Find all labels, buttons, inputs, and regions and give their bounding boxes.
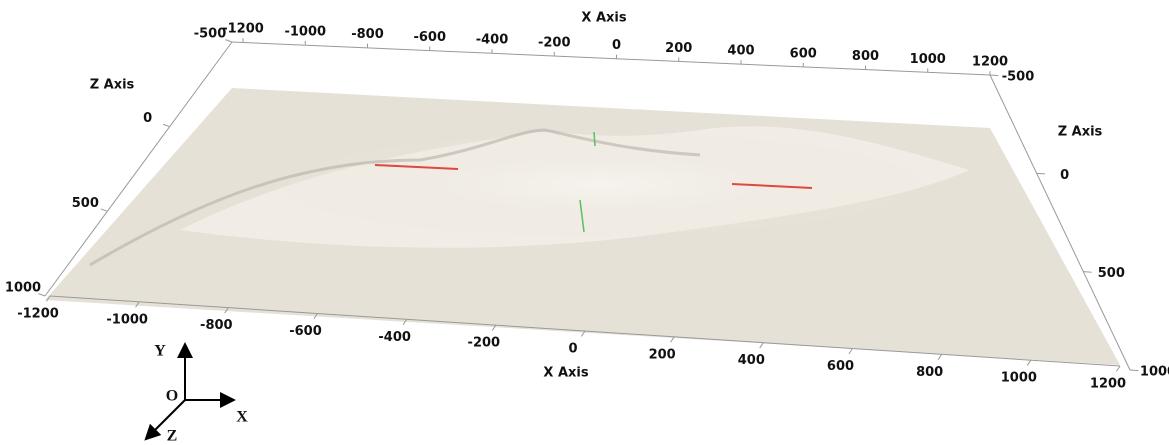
tick-mark <box>849 349 853 354</box>
tick-mark <box>225 40 232 42</box>
x-tick-label: -200 <box>468 336 501 351</box>
x-tick-label: 0 <box>612 38 621 53</box>
z-tick-label: 0 <box>1060 168 1069 183</box>
x-tick-label: -600 <box>289 324 322 339</box>
x-label: X <box>236 409 248 426</box>
z-tick-label: 500 <box>72 196 99 211</box>
z-tick-label: 0 <box>143 111 152 126</box>
orientation-axes: Y O X Z <box>150 343 248 445</box>
z-label: Z <box>167 428 178 445</box>
axis-title: X Axis <box>543 366 588 381</box>
tick-mark <box>1083 272 1091 273</box>
tick-mark <box>1116 366 1120 371</box>
y-label: Y <box>154 343 166 360</box>
tick-mark <box>938 354 942 359</box>
x-tick-label: 400 <box>738 353 765 368</box>
x-tick-label: 800 <box>916 365 943 380</box>
x-tick-label: -800 <box>351 27 384 42</box>
x-tick-label: 1200 <box>1090 377 1126 392</box>
x-tick-label: 200 <box>665 41 692 56</box>
z-tick-label: -500 <box>1002 70 1035 85</box>
axis-title: X Axis <box>581 11 626 26</box>
origin-label: O <box>166 388 178 405</box>
tick-mark <box>760 343 764 348</box>
axis-title: Z Axis <box>90 78 135 93</box>
render-view: X Axis X Axis Z Axis Z Axis Y O X Z -120… <box>0 0 1169 445</box>
tick-mark <box>101 209 108 211</box>
x-tick-label: -1200 <box>222 22 264 37</box>
z-tick-label: 1000 <box>5 281 41 296</box>
axis-title: Z Axis <box>1058 125 1103 140</box>
x-tick-label: -400 <box>476 33 509 48</box>
x-tick-label: -200 <box>538 35 571 50</box>
x-tick-label: 1200 <box>972 55 1008 70</box>
z-tick-label: -500 <box>194 27 227 42</box>
x-tick-label: -1000 <box>106 312 148 327</box>
x-tick-label: 600 <box>827 359 854 374</box>
x-tick-label: 1000 <box>1001 371 1037 386</box>
x-tick-label: 0 <box>568 342 577 357</box>
x-tick-label: -400 <box>378 330 411 345</box>
tick-mark <box>990 75 998 76</box>
x-tick-label: -1000 <box>284 24 326 39</box>
x-tick-label: -1200 <box>17 307 59 322</box>
x-tick-label: -800 <box>200 318 233 333</box>
tick-mark <box>1130 370 1138 371</box>
terrain-highlight <box>260 130 940 240</box>
z-tick-label: 1000 <box>1140 365 1169 380</box>
x-tick-label: 1000 <box>910 52 946 67</box>
x-tick-label: 200 <box>649 347 676 362</box>
tick-mark <box>1037 173 1045 174</box>
x-tick-label: 400 <box>727 44 754 59</box>
tick-mark <box>1027 360 1031 365</box>
green-marker <box>594 132 595 146</box>
x-tick-label: 600 <box>790 46 817 61</box>
z-tick-label: 500 <box>1098 266 1125 281</box>
x-tick-label: 800 <box>852 49 879 64</box>
tick-mark <box>163 124 170 126</box>
x-tick-label: -600 <box>413 30 446 45</box>
